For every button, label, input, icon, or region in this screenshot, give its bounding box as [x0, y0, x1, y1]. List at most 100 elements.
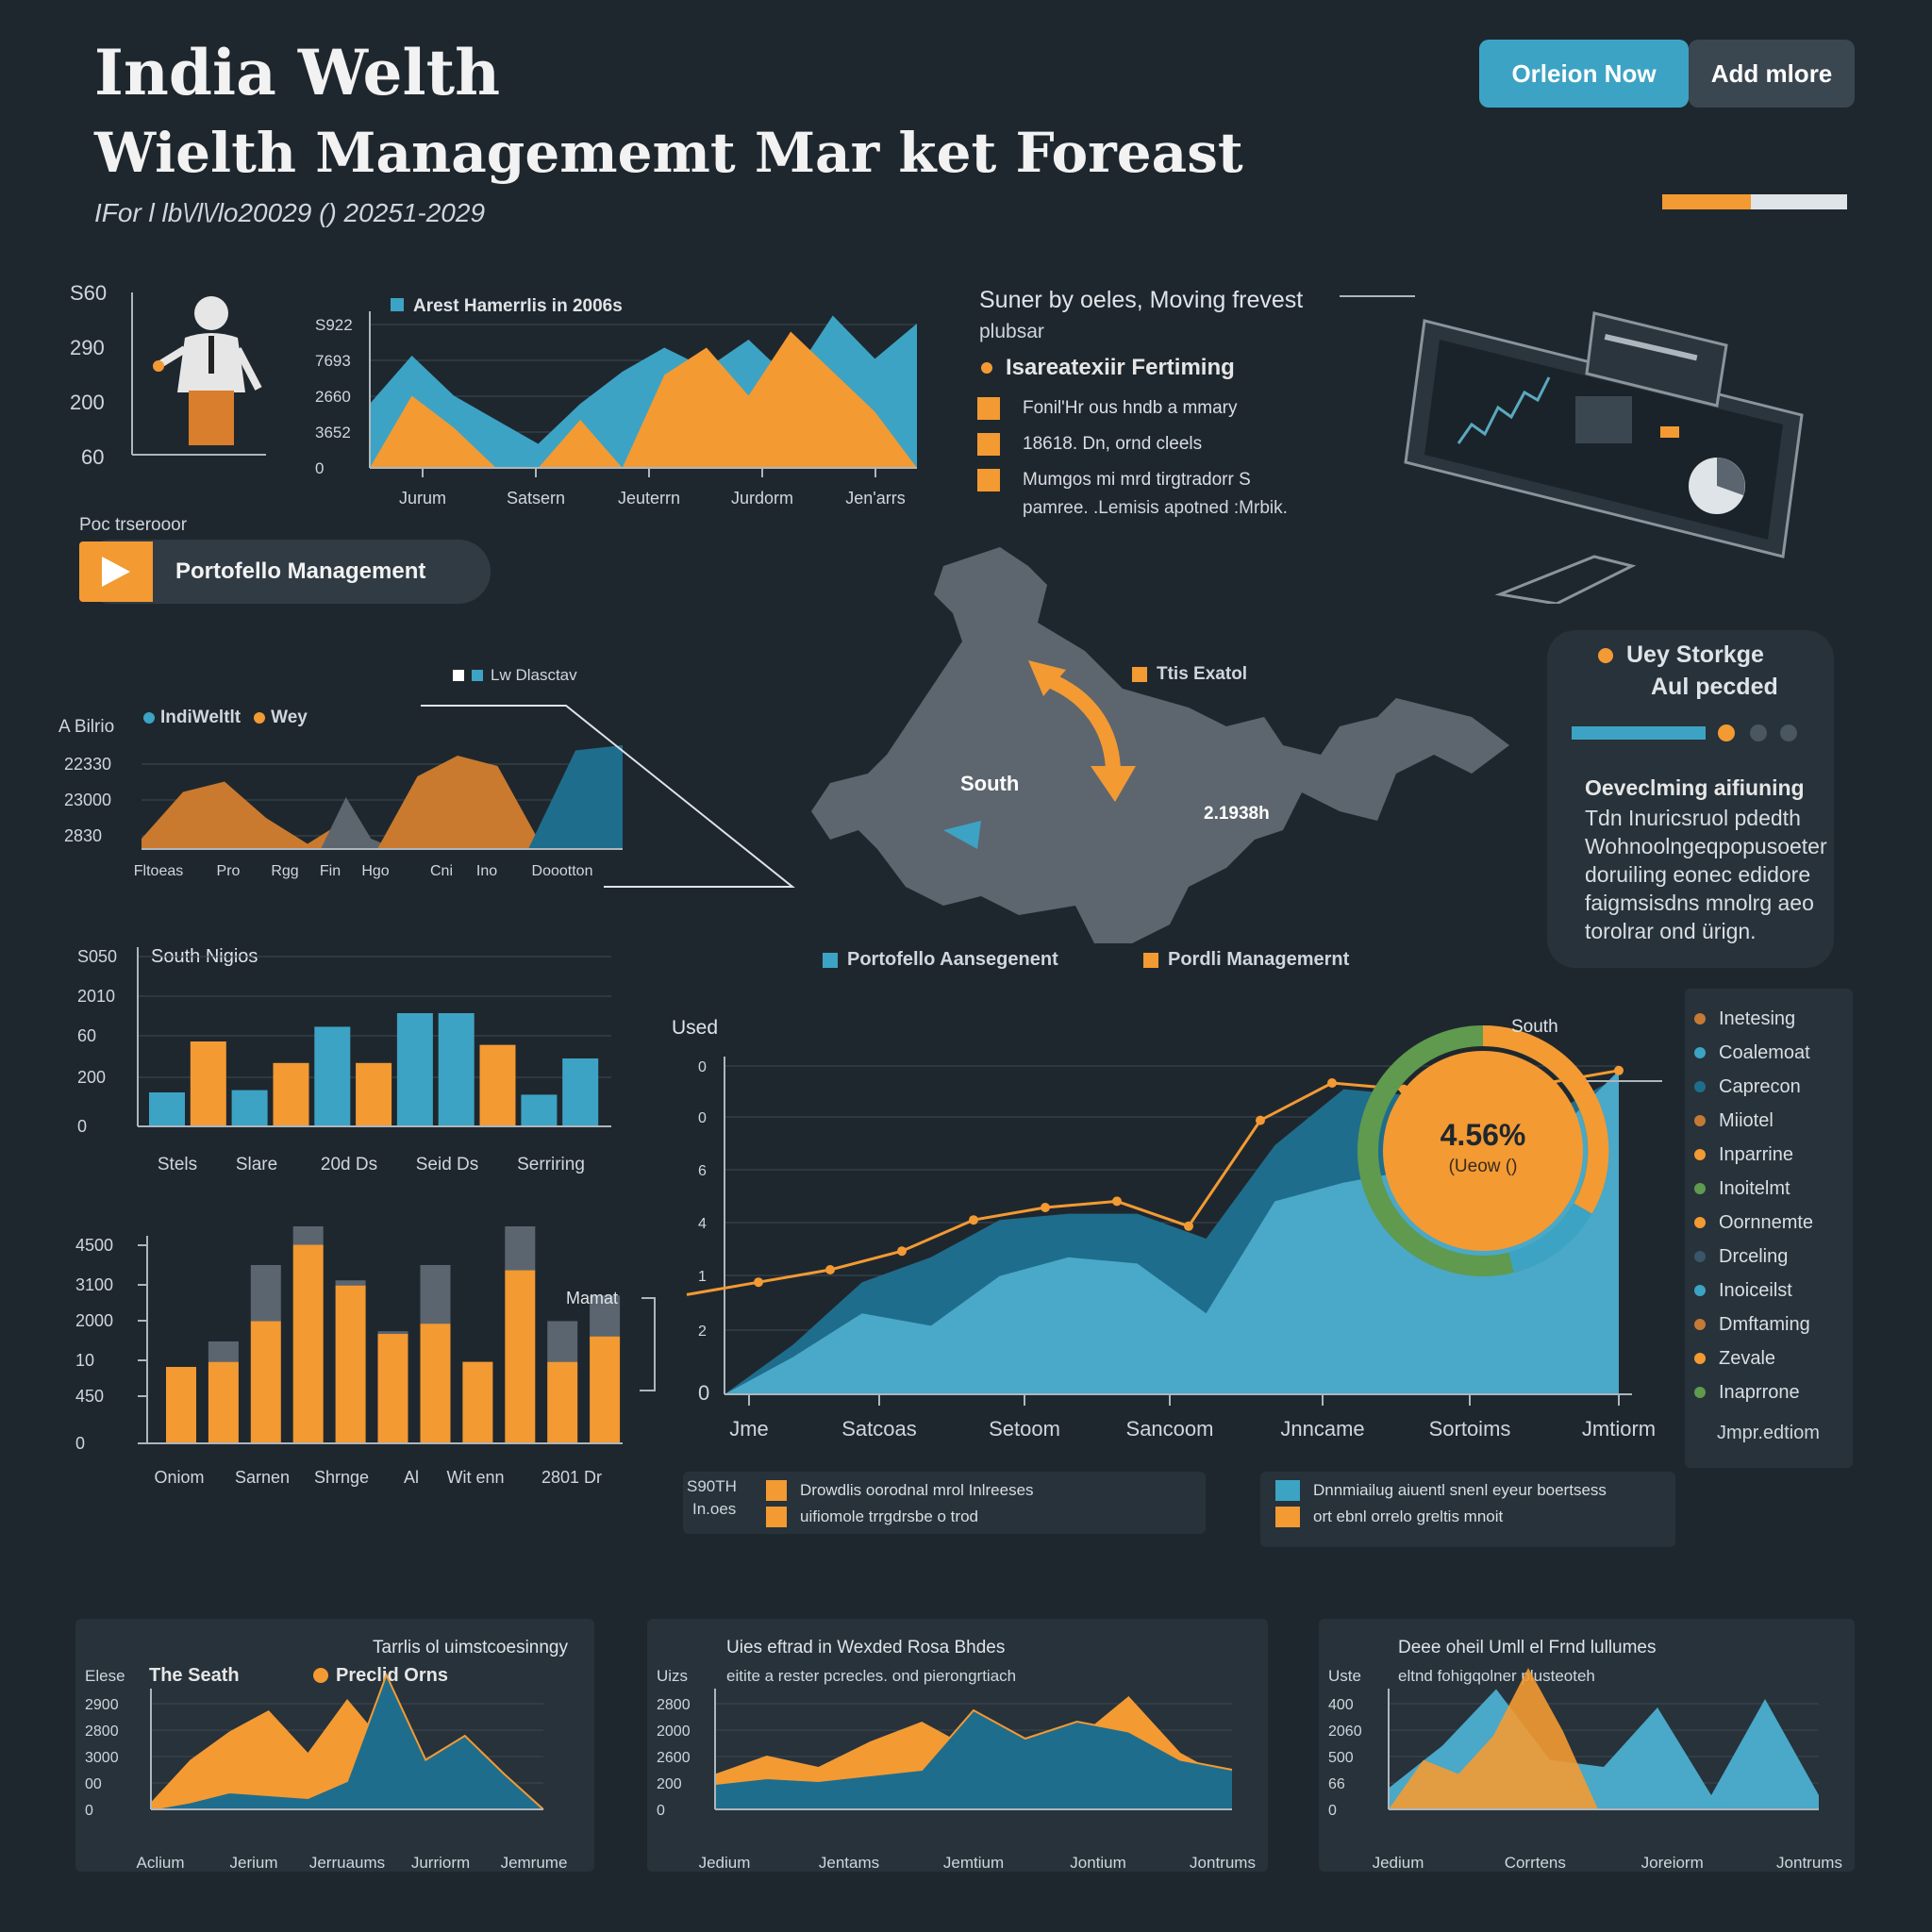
- bar-segment-gray: [208, 1341, 239, 1362]
- y-tick-label: 2660: [315, 388, 351, 406]
- area-series-orange: [370, 331, 917, 468]
- y-tick-label: 00: [85, 1776, 102, 1792]
- orange-square-icon: [977, 433, 1000, 456]
- list-item: Mumgos mi mrd tirgtradorr S: [977, 462, 1288, 498]
- x-tick-label: Cni: [430, 863, 453, 879]
- x-tick-label: Jerium: [229, 1854, 277, 1868]
- list-item-text: Fonil'Hr ous hndb a mmary: [1023, 398, 1238, 418]
- line-point: [1112, 1196, 1122, 1207]
- list-item-text: Mumgos mi mrd tirgtradorr S: [1023, 470, 1251, 490]
- legend-swatch: [391, 298, 404, 311]
- bar-segment-gray: [547, 1321, 578, 1362]
- bar-segment-orange: [420, 1324, 451, 1443]
- y-tick-label: 500: [1328, 1750, 1354, 1766]
- storage-line: Tdn Inuricsruol pdedth: [1585, 806, 1801, 830]
- legend-text: Inoiceilst: [1719, 1279, 1792, 1301]
- bar-segment-orange: [250, 1321, 281, 1443]
- legend-text: Dmftaming: [1719, 1313, 1810, 1335]
- y-tick-label: 450: [75, 1387, 104, 1406]
- bottom-chart-2: Uies eftrad in Wexded Rosa Bhdes eitite a…: [657, 1638, 1256, 1868]
- map-value-label: 2.1938h: [1204, 804, 1270, 824]
- donut-ring-orange: [1482, 1024, 1609, 1214]
- x-tick-label: Rgg: [271, 863, 298, 879]
- bar: [562, 1058, 599, 1126]
- page-subtitle: IFor l lb\/l\/lo20029 () 20251-2029: [94, 198, 486, 227]
- y-tick-label: 0: [698, 1110, 707, 1126]
- bar-segment-gray: [377, 1331, 408, 1334]
- x-tick-label: Ino: [476, 863, 497, 879]
- storage-line: doruiling eonec edidore: [1585, 862, 1811, 887]
- bottom-chart-ylabel: Uste: [1328, 1667, 1361, 1685]
- legend-dot: [1694, 1285, 1706, 1296]
- y-tick-label: 23000: [64, 791, 111, 809]
- legend-text: Caprecon: [1719, 1075, 1801, 1097]
- map-legend-top: Ttis Exatol: [1132, 664, 1247, 685]
- notes-left-label-2: In.oes: [692, 1500, 737, 1518]
- x-tick-label: Jme: [729, 1417, 769, 1441]
- orange-square-icon: [766, 1507, 787, 1527]
- legend-dot: [1694, 1387, 1706, 1398]
- legend-item: Oornnemte: [1689, 1206, 1813, 1240]
- bar: [521, 1094, 558, 1126]
- legend-text: Coalemoat: [1719, 1041, 1810, 1063]
- bottom-chart-sub: eltnd fohigqolner plusteoteh: [1398, 1667, 1595, 1685]
- orange-square-icon: [977, 469, 1000, 491]
- legend-item: Inoiceilst: [1689, 1274, 1813, 1307]
- orange-square-icon: [1132, 667, 1147, 682]
- x-tick-label: Wit enn: [446, 1468, 504, 1487]
- map-region-label: South: [960, 772, 1019, 795]
- note-text: ort ebnl orrelo greltis mnoit: [1313, 1507, 1504, 1525]
- map-shape: [811, 547, 1509, 943]
- portfolio-management-pill[interactable]: Portofello Management: [79, 540, 491, 604]
- note-item: ort ebnl orrelo greltis mnoit: [1275, 1504, 1607, 1530]
- x-tick-label: Jen'arrs: [845, 489, 905, 508]
- y-tick-label: 2: [698, 1324, 707, 1340]
- x-tick-label: Satsern: [507, 489, 565, 508]
- y-tick-label: 2800: [85, 1724, 119, 1740]
- x-tick-label: Setoom: [989, 1417, 1060, 1441]
- notes-left: Drowdlis oorodnal mrol Inlreeses uifiomo…: [766, 1477, 1034, 1530]
- x-tick-label: 20d Ds: [321, 1155, 377, 1174]
- map-legend-bottom-0-text: Portofello Aansegenent: [847, 949, 1058, 970]
- orange-square-icon: [1143, 952, 1158, 968]
- bottom-chart-ylabel: Uizs: [657, 1667, 688, 1685]
- left-axis-tick-1: 290: [70, 336, 105, 359]
- order-now-button[interactable]: Orleion Now: [1479, 40, 1689, 108]
- x-tick-label: Jedium: [699, 1854, 751, 1868]
- storage-text: Tdn Inuricsruol pdedth Wohnoolngeqpopuso…: [1585, 804, 1830, 945]
- x-tick-label: Corrtens: [1505, 1854, 1566, 1868]
- list-item: Fonil'Hr ous hndb a mmary: [977, 391, 1288, 426]
- legend-item: Inaprrone: [1689, 1375, 1813, 1409]
- bar-chart-2-label: Mamat: [566, 1289, 618, 1307]
- add-more-button[interactable]: Add mlore: [1689, 40, 1855, 108]
- left-axis-tick-0: S60: [70, 281, 108, 305]
- area-series-blue: [715, 1710, 1232, 1809]
- storage-line: faigmsisdns mnolrg aeo: [1585, 891, 1814, 915]
- map-legend-bottom-1-text: Pordli Managemernt: [1168, 949, 1350, 970]
- note-text: Drowdlis oorodnal mrol Inlreeses: [800, 1481, 1034, 1499]
- x-tick-label: Joreiorm: [1641, 1854, 1704, 1868]
- storage-title-2: Aul pecded: [1651, 674, 1778, 700]
- x-tick-label: Aclium: [136, 1854, 184, 1868]
- main-ylabel: Used: [672, 1017, 718, 1039]
- bar-segment-gray: [335, 1280, 366, 1286]
- donut-value: 4.56%: [1441, 1118, 1526, 1152]
- notes-left-label: S90TH: [687, 1477, 737, 1495]
- y-tick-label: 2000: [75, 1311, 113, 1330]
- y-tick-label: 2010: [77, 987, 115, 1006]
- map-legend-bottom-1: Pordli Managemernt: [1143, 949, 1349, 971]
- note-item: Drowdlis oorodnal mrol Inlreeses: [766, 1477, 1034, 1504]
- area-series-blue: [528, 745, 623, 849]
- legend-dot: [1694, 1149, 1706, 1160]
- x-tick-label: Jmtiorm: [1582, 1417, 1656, 1441]
- top-right-list: Fonil'Hr ous hndb a mmary 18618. Dn, orn…: [977, 391, 1288, 519]
- bottom-chart-1: Tarrlis ol uimstcoesinngy The Seath Precli…: [85, 1638, 568, 1868]
- note-item: Dnnmiailug aiuentl snenl eyeur boertsess: [1275, 1477, 1607, 1504]
- donut-sub: (Ueow (): [1449, 1157, 1518, 1176]
- bottom-chart-tag: The Seath: [149, 1665, 240, 1686]
- legend-item: Zevale: [1689, 1341, 1813, 1375]
- x-tick-label: Oniom: [154, 1468, 204, 1487]
- y-tick-label: 2900: [85, 1697, 119, 1713]
- bar-segment-orange: [462, 1361, 493, 1443]
